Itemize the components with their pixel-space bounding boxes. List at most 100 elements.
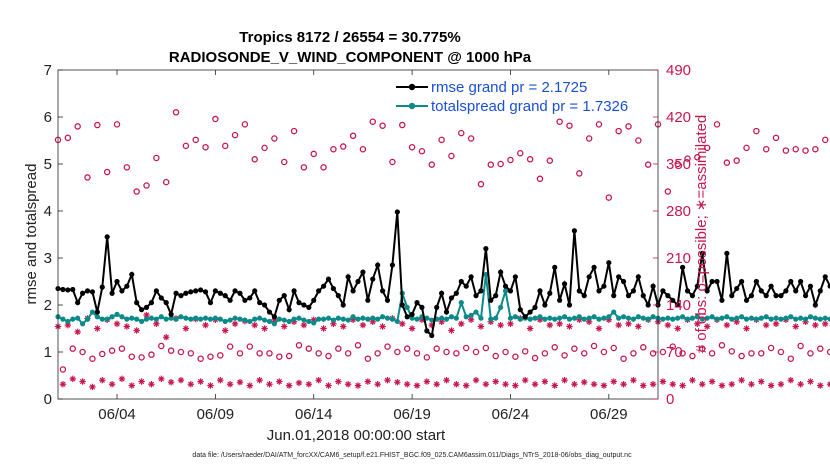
rmse-point (802, 293, 809, 299)
possible-obs-point (487, 161, 495, 168)
rmse-point (650, 283, 656, 289)
spread-point (709, 314, 715, 320)
assimilated-obs-point (738, 377, 745, 384)
assimilated-obs-point (497, 321, 504, 329)
spread-point (379, 314, 386, 320)
possible-obs-point (276, 353, 283, 360)
possible-obs-point (777, 348, 785, 356)
rmse-point (743, 297, 750, 303)
possible-obs-point (649, 350, 657, 357)
spread-point (635, 314, 641, 320)
rmse-point (109, 290, 115, 296)
possible-obs-point (290, 127, 298, 135)
rmse-point (75, 300, 81, 306)
x-tick-label: 06/19 (393, 406, 431, 423)
rmse-point (699, 250, 705, 256)
possible-obs-point (566, 122, 573, 129)
assimilated-obs-point (305, 381, 313, 388)
assimilated-obs-point (123, 323, 131, 330)
possible-obs-point (384, 343, 391, 350)
y-tick-label-right: 490 (666, 62, 691, 79)
rmse-point (139, 307, 145, 313)
possible-obs-point (639, 344, 647, 351)
spread-point (507, 315, 514, 321)
possible-obs-point (330, 145, 337, 153)
chart-title: Tropics 8172 / 26554 = 30.775% (239, 29, 460, 46)
possible-obs-point (231, 131, 239, 139)
rmse-point (498, 269, 504, 275)
spread-point (684, 316, 691, 322)
spread-point (591, 314, 597, 320)
data-points (54, 109, 830, 391)
rmse-point (404, 314, 410, 320)
rmse-point (611, 293, 617, 299)
possible-obs-point (546, 157, 554, 164)
rmse-point (616, 274, 622, 280)
rmse-point (665, 293, 671, 299)
possible-obs-point (497, 160, 504, 168)
rmse-point (625, 293, 632, 299)
legend-rmse-label: rmse grand pr = 2.1725 (431, 79, 587, 96)
spread-point (345, 317, 351, 323)
assimilated-obs-point (251, 321, 258, 329)
assimilated-obs-point (266, 381, 273, 388)
assimilated-obs-point (433, 381, 440, 388)
spread-point (753, 316, 759, 322)
spread-point (561, 314, 568, 320)
possible-obs-point (69, 345, 77, 352)
assimilated-obs-point (787, 377, 794, 384)
rmse-point (207, 300, 214, 306)
spread-point (468, 312, 474, 318)
spread-point (670, 316, 676, 322)
assimilated-obs-point (236, 379, 244, 386)
assimilated-obs-point (699, 381, 706, 388)
assimilated-obs-point (285, 382, 293, 389)
spread-point (365, 316, 371, 322)
assimilated-obs-point (502, 381, 509, 388)
rmse-point (94, 309, 100, 315)
rmse-point (365, 297, 371, 303)
spread-point (827, 316, 830, 322)
assimilated-obs-point (325, 382, 332, 389)
assimilated-obs-point (369, 318, 376, 325)
rmse-point (148, 300, 155, 306)
spread-point (812, 315, 818, 321)
legend-rmse-marker (408, 83, 416, 91)
assimilated-obs-point (767, 382, 775, 389)
spread-point (173, 316, 179, 322)
assimilated-obs-point (256, 377, 263, 384)
footer-note: data file: /Users/raeder/DAI/ATM_forcXX/… (192, 452, 632, 459)
possible-obs-point (669, 343, 677, 350)
assimilated-obs-point (669, 381, 676, 388)
possible-obs-point (585, 135, 593, 142)
rmse-point (163, 300, 169, 306)
spread-point (70, 316, 76, 322)
possible-obs-point (772, 134, 780, 142)
rmse-point (134, 300, 140, 306)
spread-point (370, 315, 376, 321)
assimilated-obs-point (807, 378, 814, 385)
rmse-point (89, 289, 96, 295)
assimilated-obs-point (792, 323, 799, 330)
rmse-point (168, 311, 174, 317)
y-tick-label: 4 (44, 203, 52, 220)
x-tick-label: 06/09 (197, 406, 235, 423)
possible-obs-point (684, 155, 691, 162)
possible-obs-point (561, 352, 568, 359)
rmse-point (488, 297, 494, 303)
possible-obs-point (605, 194, 613, 201)
spread-point (389, 316, 396, 322)
possible-obs-point (782, 147, 790, 154)
x-tick-label: 06/14 (295, 406, 333, 423)
possible-obs-point (664, 188, 672, 195)
rmse-point (493, 293, 499, 299)
possible-obs-point (821, 136, 829, 144)
assimilated-obs-point (522, 377, 529, 384)
rmse-point (124, 283, 130, 289)
y-tick-label: 0 (44, 391, 52, 408)
possible-obs-point (689, 352, 696, 360)
spread-point (502, 288, 509, 294)
rmse-point (670, 297, 676, 303)
possible-obs-point (221, 142, 229, 150)
